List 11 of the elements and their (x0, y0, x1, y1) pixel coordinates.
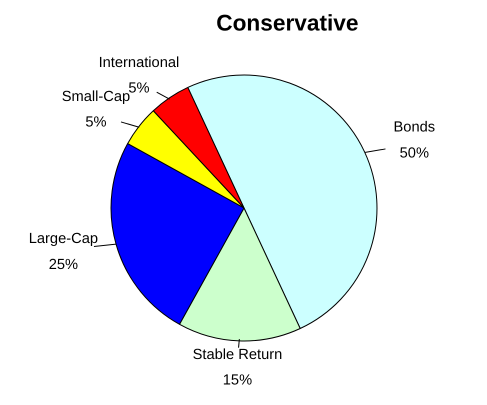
data-label: 15% (222, 372, 252, 388)
data-label: 5% (85, 114, 107, 130)
data-label: 5% (128, 80, 150, 96)
chart-title: Conservative (216, 10, 359, 36)
slice-label: Small-Cap (62, 88, 130, 105)
slice-label: Large-Cap (28, 231, 98, 248)
data-label: 50% (400, 145, 429, 162)
data-label: 25% (48, 256, 78, 273)
slice-label: Bonds (394, 120, 436, 136)
slice-label: Stable Return (192, 346, 282, 363)
slice-label: International (98, 54, 180, 71)
